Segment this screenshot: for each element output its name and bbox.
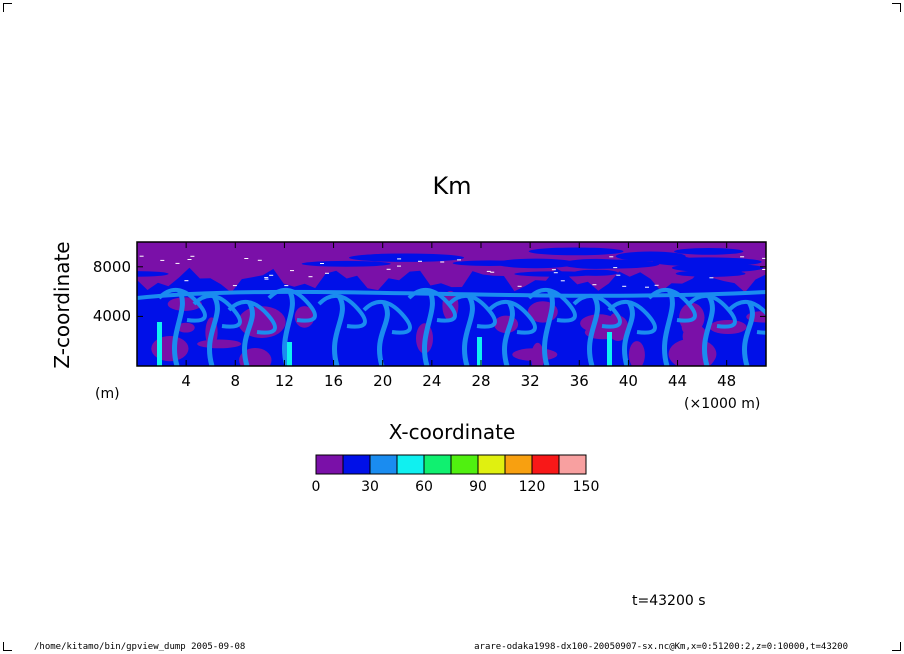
field-eddy [407, 288, 457, 323]
field-core [607, 332, 612, 366]
field-plume [207, 294, 220, 366]
field-streak [528, 247, 624, 256]
field-plume [462, 294, 475, 366]
axes [136, 241, 767, 367]
field-eddy [727, 300, 766, 335]
field-patch [512, 348, 558, 361]
colorbar-swatch [477, 454, 506, 475]
field-patch [151, 336, 189, 362]
field-streak [357, 253, 427, 262]
x-tick-label: 4 [181, 372, 191, 390]
x-tick-label: 40 [618, 372, 638, 390]
colorbar-swatch [423, 454, 452, 475]
y-axis-label: Z-coordinate [50, 241, 74, 369]
field-plume [502, 300, 515, 366]
colorbar-swatch [315, 454, 344, 475]
corner-mark-top-left [3, 3, 12, 12]
field-streak [514, 271, 596, 277]
field-streak [674, 248, 744, 255]
field-plume [377, 300, 390, 366]
field-patch [177, 322, 195, 333]
colorbar-swatch [450, 454, 479, 475]
field-eddy [362, 300, 412, 335]
colorbar-tick-label: 120 [518, 479, 546, 495]
field-eddy [317, 294, 367, 329]
field-plume [332, 294, 345, 366]
x-tick-label: 20 [373, 372, 393, 390]
field-streak [652, 257, 762, 267]
field-plume [422, 288, 435, 366]
colorbar-tick-label: 30 [361, 479, 379, 495]
y-tick-label: 4000 [92, 307, 131, 326]
field-patch [628, 341, 645, 366]
y-tick-label: 8000 [92, 257, 131, 276]
field-core [477, 337, 482, 366]
field-streak [137, 271, 169, 277]
colorbar-swatch [342, 454, 371, 475]
field-streak [495, 258, 577, 269]
field-eddy [607, 300, 657, 335]
field-streak [564, 259, 660, 269]
corner-mark-bottom-left [3, 642, 12, 651]
field-eddy [527, 288, 577, 323]
plot-frame [136, 241, 767, 367]
x-tick-label: 36 [569, 372, 589, 390]
corner-mark-bottom-right [892, 642, 901, 651]
y-axis-unit: (m) [95, 386, 120, 402]
colorbar-tick-label: 150 [572, 479, 600, 495]
x-tick-label: 12 [274, 372, 294, 390]
field-plume [282, 288, 295, 366]
colorbar-swatch [558, 454, 587, 475]
x-tick-label: 32 [520, 372, 540, 390]
x-tick-label: 24 [422, 372, 442, 390]
field-layer [137, 289, 766, 300]
time-label: t=43200 s [632, 593, 706, 609]
colorbar-tick-label: 60 [415, 479, 433, 495]
corner-mark-top-right [892, 3, 901, 12]
colorbar [315, 454, 587, 475]
field-plume [242, 300, 255, 366]
field-eddy [487, 300, 537, 335]
x-axis-label: X-coordinate [388, 420, 516, 444]
chart-title: Km [432, 172, 472, 200]
colorbar-swatch [531, 454, 560, 475]
field-streak [675, 270, 746, 277]
colorbar-tick-label: 90 [469, 479, 487, 495]
x-axis-unit: (×1000 m) [684, 396, 761, 412]
field-streak [301, 260, 391, 267]
x-tick-label: 8 [230, 372, 241, 390]
footer-left: /home/kitamo/bin/gpview_dump 2005-09-08 [34, 642, 246, 652]
field-patch [197, 339, 242, 349]
field-core [287, 342, 292, 366]
field-eddy [227, 300, 277, 335]
field-plume [702, 294, 715, 366]
x-tick-label: 44 [668, 372, 688, 390]
field-plume [587, 294, 600, 366]
colorbar-swatch [369, 454, 398, 475]
colorbar-swatch [396, 454, 425, 475]
field-core [157, 322, 162, 366]
field-plume [622, 300, 635, 366]
x-tick-label: 48 [717, 372, 737, 390]
footer-right: arare-odaka1998-dx100-20050907-sx.nc@Km,… [474, 642, 848, 652]
field-eddy [647, 288, 697, 323]
colorbar-tick-label: 0 [311, 479, 321, 495]
field-upper-band [137, 242, 766, 293]
field-plume [742, 300, 755, 366]
x-tick-label: 16 [324, 372, 344, 390]
field-eddy [687, 294, 737, 329]
colorbar-swatch [504, 454, 533, 475]
km-field [137, 242, 766, 366]
field-eddy [447, 294, 497, 329]
x-tick-label: 28 [471, 372, 491, 390]
field-patch [682, 324, 708, 348]
field-patch [580, 314, 619, 333]
